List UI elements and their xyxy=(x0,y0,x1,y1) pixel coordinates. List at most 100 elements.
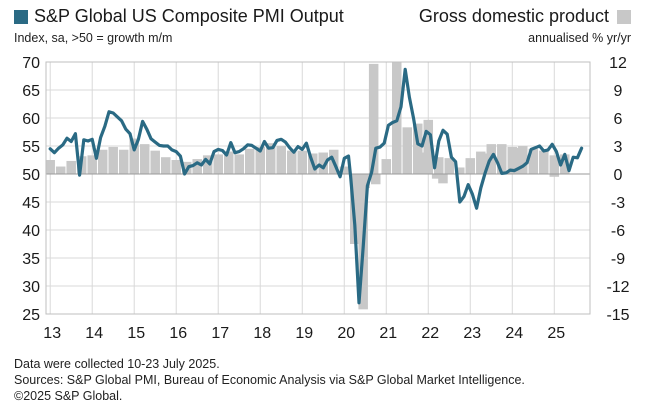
gdp-bar xyxy=(265,143,276,174)
left-tick-label: 50 xyxy=(22,167,40,184)
x-tick-label: 17 xyxy=(211,325,229,342)
left-axis-labels: 25 30 35 40 45 50 55 60 65 70 xyxy=(22,55,40,324)
gdp-bar xyxy=(549,174,560,177)
footnotes: Data were collected 10-23 July 2025. Sou… xyxy=(14,356,525,404)
gdp-bar xyxy=(465,158,476,174)
gdp-bar xyxy=(339,166,350,174)
gdp-bar xyxy=(371,174,381,185)
right-tick-label: 3 xyxy=(614,139,623,156)
pmi-legend-label: S&P Global US Composite PMI Output xyxy=(34,6,344,26)
x-tick-label: 25 xyxy=(547,325,565,342)
gdp-bar xyxy=(431,174,442,179)
right-tick-label: 6 xyxy=(614,111,623,128)
x-tick-label: 18 xyxy=(253,325,271,342)
gdp-bar xyxy=(118,149,129,174)
gdp-legend-swatch xyxy=(617,9,631,24)
gdp-bar xyxy=(223,151,234,174)
gdp-bar xyxy=(318,152,329,174)
x-axis-labels: 13 14 15 16 17 18 19 20 21 22 23 24 25 xyxy=(43,325,565,342)
x-tick-label: 23 xyxy=(463,325,481,342)
right-tick-label: -3 xyxy=(611,195,625,212)
right-tick-label: -6 xyxy=(611,223,625,240)
gdp-bar xyxy=(97,149,108,174)
plot-border xyxy=(45,61,591,315)
x-tick-label: 14 xyxy=(85,325,103,342)
left-tick-label: 65 xyxy=(22,83,40,100)
right-tick-label: -9 xyxy=(611,251,625,268)
right-tick-label: 12 xyxy=(609,55,627,72)
x-tick-label: 22 xyxy=(421,325,439,342)
gdp-bar xyxy=(255,146,265,174)
gdp-bar xyxy=(455,167,465,174)
pmi-legend: S&P Global US Composite PMI Output xyxy=(14,6,344,27)
gdp-bar xyxy=(171,160,181,174)
gdp-bar xyxy=(87,155,97,174)
gdp-bar xyxy=(108,146,118,174)
gdp-bar xyxy=(150,150,160,174)
x-tick-label: 24 xyxy=(505,325,523,342)
gdp-bar xyxy=(244,148,255,174)
left-axis-subtitle: Index, sa, >50 = growth m/m xyxy=(14,31,173,45)
right-tick-label: 0 xyxy=(614,167,623,184)
gdp-bar xyxy=(560,154,570,174)
right-axis-subtitle: annualised % yr/yr xyxy=(528,31,631,45)
gdp-bar xyxy=(539,150,549,174)
gdp-bar xyxy=(45,160,55,174)
left-tick-label: 30 xyxy=(22,279,40,296)
gdp-bar xyxy=(444,158,455,174)
left-tick-label: 60 xyxy=(22,111,40,128)
pmi-series-line xyxy=(48,67,584,305)
gdp-bar xyxy=(413,123,423,174)
pmi-legend-swatch xyxy=(14,9,28,24)
gdp-bar xyxy=(438,174,448,184)
x-tick-label: 19 xyxy=(295,325,313,342)
plot-frame xyxy=(45,61,591,315)
gdp-bar xyxy=(202,155,213,174)
gdp-bar xyxy=(297,150,307,174)
gdp-bar xyxy=(160,157,171,174)
gdp-bar xyxy=(515,147,526,174)
gdp-bar xyxy=(423,119,434,174)
x-tick-label: 20 xyxy=(337,325,355,342)
gdp-bar xyxy=(381,159,392,174)
gdp-bar xyxy=(213,154,223,174)
left-tick-label: 25 xyxy=(22,307,40,324)
gdp-bar xyxy=(66,160,76,174)
footnote-sources: Sources: S&P Global PMI, Bureau of Econo… xyxy=(14,373,525,387)
gdp-bar xyxy=(368,63,379,174)
left-tick-label: 70 xyxy=(22,55,40,72)
footnote-collection: Data were collected 10-23 July 2025. xyxy=(14,357,220,371)
gdp-legend-label: Gross domestic product xyxy=(418,6,609,26)
right-axis-labels: -15 -12 -9 -6 -3 0 3 6 9 12 xyxy=(606,55,629,324)
left-tick-label: 45 xyxy=(22,195,40,212)
pmi-line xyxy=(48,67,584,305)
gdp-bar xyxy=(402,138,413,174)
gdp-bar xyxy=(276,146,286,174)
x-tick-label: 13 xyxy=(43,325,61,342)
x-tick-label: 16 xyxy=(169,325,187,342)
gdp-bar xyxy=(192,159,202,174)
left-tick-label: 55 xyxy=(22,139,40,156)
left-tick-label: 35 xyxy=(22,251,40,268)
gdp-bars xyxy=(45,62,570,310)
gdp-bar xyxy=(434,157,444,174)
gdp-legend: Gross domestic product xyxy=(419,6,631,27)
x-tick-label: 21 xyxy=(379,325,397,342)
gdp-bar xyxy=(476,151,486,174)
gdp-bar xyxy=(55,166,66,174)
gdp-bar xyxy=(129,138,139,174)
left-tick-label: 40 xyxy=(22,223,40,240)
right-tick-label: 9 xyxy=(614,83,623,100)
right-tick-label: -12 xyxy=(606,279,629,296)
footnote-copyright: ©2025 S&P Global. xyxy=(14,389,123,403)
gdp-bar xyxy=(507,146,518,174)
gdp-bar xyxy=(528,148,539,174)
x-tick-label: 15 xyxy=(127,325,145,342)
gdp-bar xyxy=(286,150,297,174)
gdp-bar xyxy=(497,144,507,174)
gdp-bar xyxy=(139,144,150,174)
gdp-bar xyxy=(234,154,244,174)
right-tick-label: -15 xyxy=(606,307,629,324)
grid-lines xyxy=(46,61,590,315)
